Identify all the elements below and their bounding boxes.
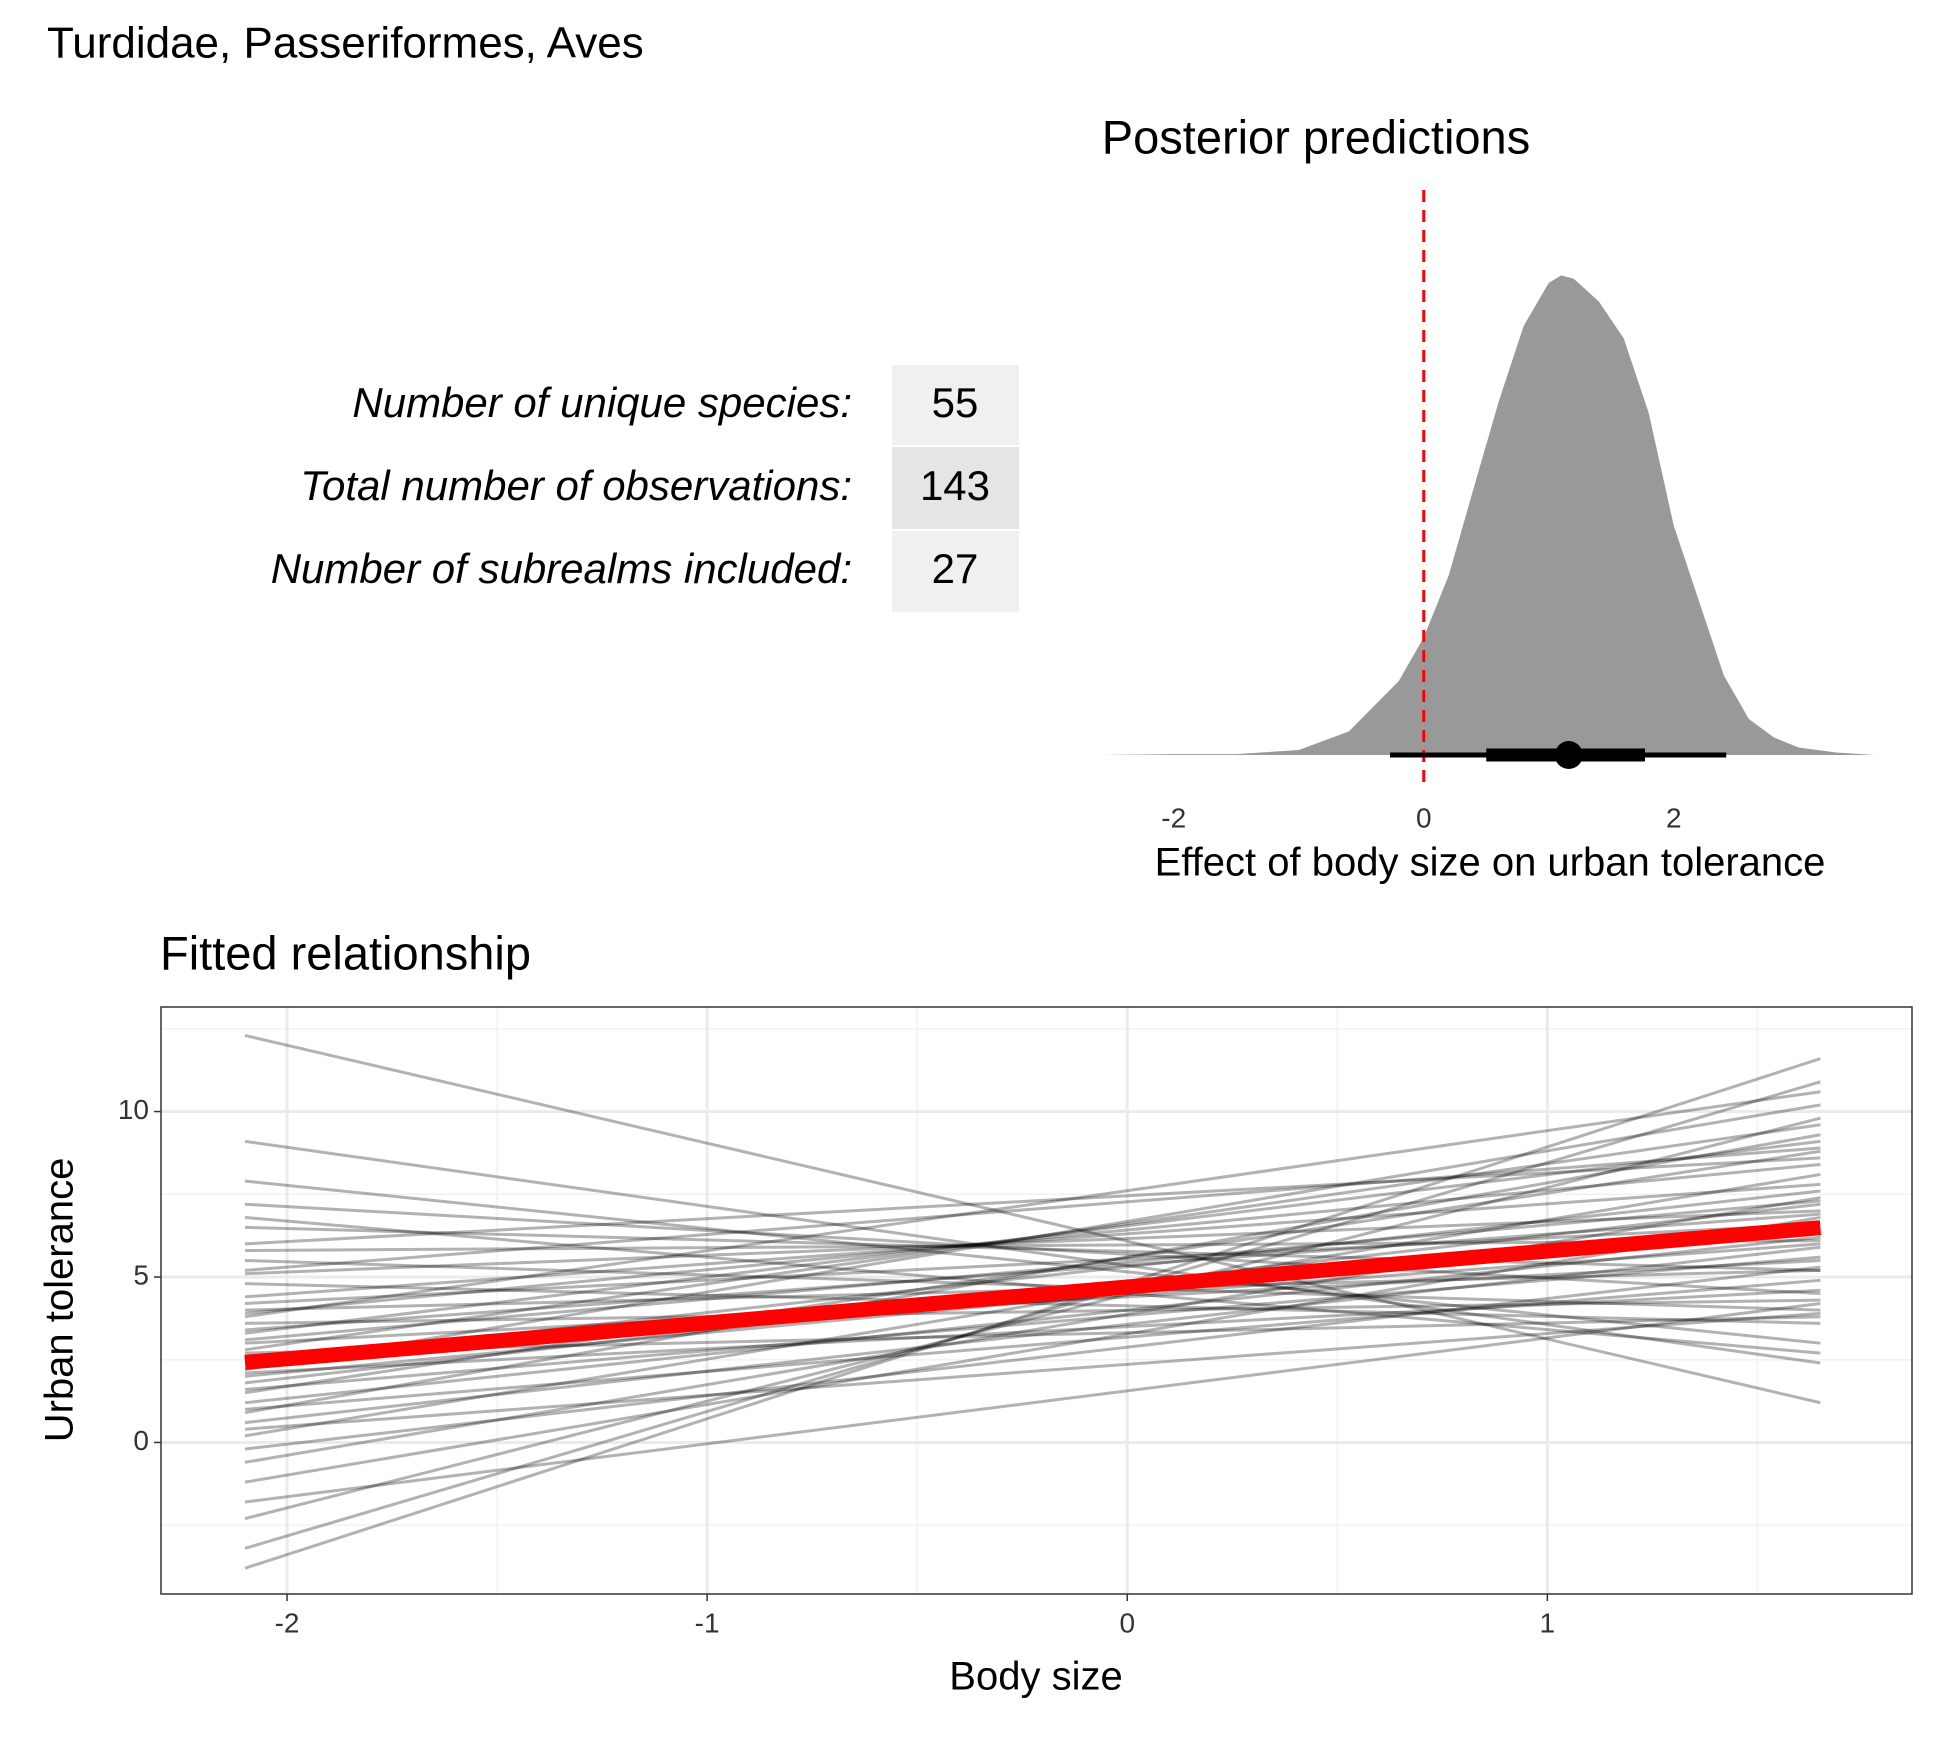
posterior-draw xyxy=(244,1209,1821,1276)
x-tick-label: 0 xyxy=(1119,1607,1135,1638)
posterior-draw xyxy=(244,1265,1821,1451)
x-tick-label: 0 xyxy=(1416,802,1432,833)
posterior-draw xyxy=(244,1179,1821,1345)
posterior-draw xyxy=(244,1222,1821,1305)
chart-title: Posterior predictions xyxy=(1102,110,1530,163)
figure-title: Turdidae, Passeriformes, Aves xyxy=(47,19,644,68)
posterior-draw xyxy=(244,1139,1821,1335)
posterior-draw xyxy=(244,1311,1821,1431)
x-axis-label: Effect of body size on urban tolerance xyxy=(1155,841,1826,885)
posterior-draw xyxy=(244,1116,1821,1521)
posterior-draw xyxy=(244,1301,1821,1504)
x-tick-label: 2 xyxy=(1666,802,1682,833)
y-axis-label: Urban tolerance xyxy=(38,1158,82,1443)
y-tick-label: 0 xyxy=(133,1425,149,1456)
table-cell xyxy=(892,531,1019,612)
posterior-draw xyxy=(244,1139,1821,1365)
posterior-draw xyxy=(244,1103,1821,1372)
x-tick-label: -2 xyxy=(275,1607,300,1638)
row-value: 27 xyxy=(932,545,979,592)
x-tick-label: -1 xyxy=(695,1607,720,1638)
row-label: Total number of observations: xyxy=(300,462,852,509)
panel-border xyxy=(160,1006,1913,1595)
row-label: Number of subrealms included: xyxy=(271,545,852,592)
posterior-draw xyxy=(244,1163,1821,1315)
posterior-draw xyxy=(244,1123,1821,1352)
posterior-draw xyxy=(244,1255,1821,1392)
posterior-draw xyxy=(244,1258,1821,1312)
row-value: 143 xyxy=(920,462,990,509)
interval-point xyxy=(1554,741,1583,769)
posterior-draw xyxy=(244,1080,1821,1550)
posterior-draw xyxy=(244,1033,1821,1405)
posterior-draw xyxy=(244,1133,1821,1415)
posterior-draw xyxy=(244,1156,1821,1246)
x-tick-label: -2 xyxy=(1161,802,1186,833)
posterior-draw xyxy=(244,1149,1821,1395)
posterior-draw xyxy=(244,1278,1821,1411)
posterior-draw xyxy=(244,1172,1821,1438)
density-area xyxy=(1100,275,1875,755)
posterior-draw xyxy=(245,1239,1821,1253)
posterior-draw xyxy=(244,1202,1821,1296)
posterior-draw xyxy=(244,1215,1821,1355)
posterior-draw xyxy=(244,1288,1821,1375)
fitted-line xyxy=(244,1220,1822,1370)
posterior-draw xyxy=(244,1225,1821,1272)
posterior-draw xyxy=(244,1090,1821,1319)
x-tick-label: 1 xyxy=(1540,1607,1556,1638)
row-label: Number of unique species: xyxy=(352,379,852,426)
posterior-draw xyxy=(244,1282,1821,1325)
posterior-draw xyxy=(244,1182,1821,1299)
posterior-draw xyxy=(244,1235,1821,1405)
table-cell xyxy=(892,447,1019,529)
posterior-draw xyxy=(244,1245,1821,1425)
posterior-draw xyxy=(244,1057,1821,1570)
chart-title: Fitted relationship xyxy=(160,926,531,979)
posterior-draw xyxy=(244,1212,1821,1332)
y-tick-label: 10 xyxy=(118,1094,149,1125)
row-value: 55 xyxy=(932,379,979,426)
table-cell xyxy=(892,365,1019,445)
y-tick-label: 5 xyxy=(133,1259,149,1290)
posterior-draw xyxy=(244,1215,1821,1484)
posterior-draw xyxy=(244,1199,1821,1342)
posterior-draw xyxy=(244,1146,1821,1272)
posterior-draw xyxy=(244,1298,1821,1325)
x-axis-label: Body size xyxy=(949,1655,1122,1699)
posterior-draw xyxy=(244,1196,1821,1464)
